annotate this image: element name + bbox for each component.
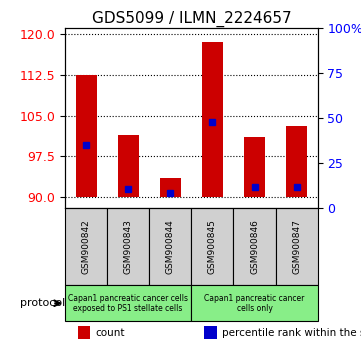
FancyBboxPatch shape xyxy=(65,208,107,285)
Text: count: count xyxy=(95,328,125,338)
Text: GSM900843: GSM900843 xyxy=(124,219,132,274)
Bar xyxy=(286,126,307,197)
FancyBboxPatch shape xyxy=(234,208,275,285)
Bar xyxy=(202,42,223,197)
Text: percentile rank within the sample: percentile rank within the sample xyxy=(222,328,361,338)
FancyBboxPatch shape xyxy=(149,208,191,285)
Text: GSM900844: GSM900844 xyxy=(166,219,175,274)
Text: GSM900846: GSM900846 xyxy=(250,219,259,274)
Text: GSM900847: GSM900847 xyxy=(292,219,301,274)
Text: GSM900842: GSM900842 xyxy=(82,219,91,274)
Bar xyxy=(78,326,90,339)
FancyBboxPatch shape xyxy=(191,285,318,321)
Bar xyxy=(160,178,181,197)
Text: GSM900845: GSM900845 xyxy=(208,219,217,274)
FancyBboxPatch shape xyxy=(107,208,149,285)
Bar xyxy=(75,75,96,197)
Bar xyxy=(118,135,139,197)
Title: GDS5099 / ILMN_2224657: GDS5099 / ILMN_2224657 xyxy=(92,11,291,27)
Bar xyxy=(244,137,265,197)
Bar xyxy=(204,326,217,339)
FancyBboxPatch shape xyxy=(65,285,191,321)
FancyBboxPatch shape xyxy=(275,208,318,285)
FancyBboxPatch shape xyxy=(191,208,234,285)
Text: protocol: protocol xyxy=(20,298,65,308)
Text: Capan1 pancreatic cancer
cells only: Capan1 pancreatic cancer cells only xyxy=(204,293,305,313)
Text: Capan1 pancreatic cancer cells
exposed to PS1 stellate cells: Capan1 pancreatic cancer cells exposed t… xyxy=(68,293,188,313)
